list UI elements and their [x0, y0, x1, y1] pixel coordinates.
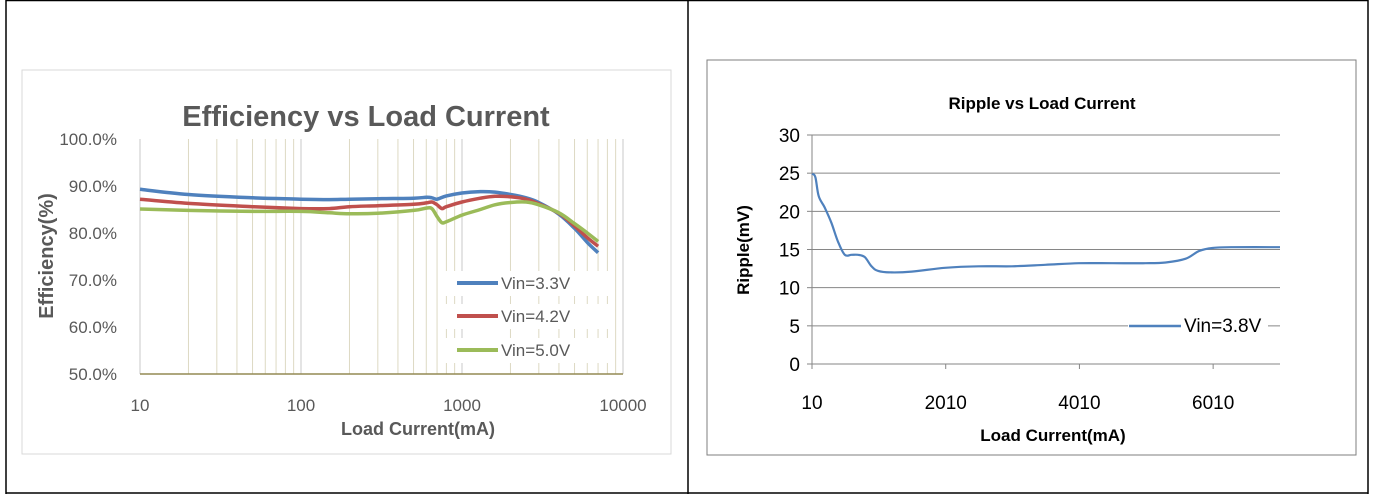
series-line: [139, 200, 600, 243]
y-tick-label: 30: [779, 126, 800, 147]
legend-label: Vin=3.8V: [1184, 316, 1262, 337]
legend-label: Vin=5.0V: [501, 341, 571, 360]
y-tick-label: 25: [779, 164, 800, 185]
x-tick-label: 4010: [1058, 393, 1100, 414]
x-tick-label: 1000: [443, 396, 481, 415]
x-tick-label: 10: [801, 393, 822, 414]
y-axis-title: Efficiency(%): [36, 193, 58, 319]
x-tick-label: 6010: [1192, 393, 1234, 414]
y-tick-label: 80.0%: [69, 224, 117, 243]
y-tick-label: 70.0%: [69, 271, 117, 290]
y-tick-label: 5: [789, 317, 800, 338]
chart-title: Efficiency vs Load Current: [182, 101, 550, 133]
y-tick-label: 50.0%: [69, 365, 117, 384]
chart-frame-left: [21, 69, 672, 455]
y-axis-title: Ripple(mV): [734, 205, 753, 295]
y-tick-label: 15: [779, 241, 800, 262]
x-axis-title: Load Current(mA): [980, 426, 1125, 445]
x-tick-label: 2010: [925, 393, 967, 414]
y-tick-label: 100.0%: [59, 130, 117, 149]
x-axis-title: Load Current(mA): [341, 419, 495, 439]
y-tick-label: 20: [779, 202, 800, 223]
y-tick-label: 0: [789, 355, 800, 376]
y-tick-label: 60.0%: [69, 318, 117, 337]
chart-frame-right: [706, 59, 1357, 456]
chart-title: Ripple vs Load Current: [948, 94, 1135, 113]
x-tick-label: 100: [287, 396, 315, 415]
x-tick-label: 10: [131, 396, 150, 415]
legend-label: Vin=4.2V: [501, 307, 571, 326]
legend-label: Vin=3.3V: [501, 274, 571, 293]
x-tick-label: 10000: [599, 396, 646, 415]
y-tick-label: 10: [779, 279, 800, 300]
y-tick-label: 90.0%: [69, 177, 117, 196]
series-line: [811, 172, 1281, 274]
